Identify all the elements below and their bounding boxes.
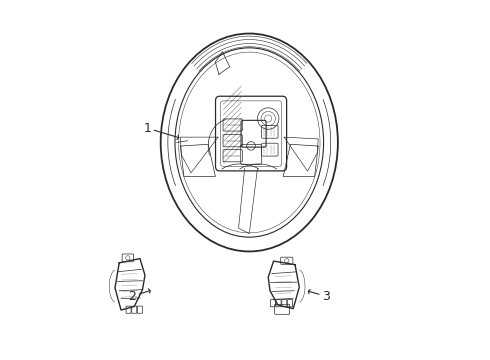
Text: 1: 1	[144, 122, 179, 139]
Text: 2: 2	[128, 289, 150, 303]
Text: 3: 3	[308, 289, 330, 303]
